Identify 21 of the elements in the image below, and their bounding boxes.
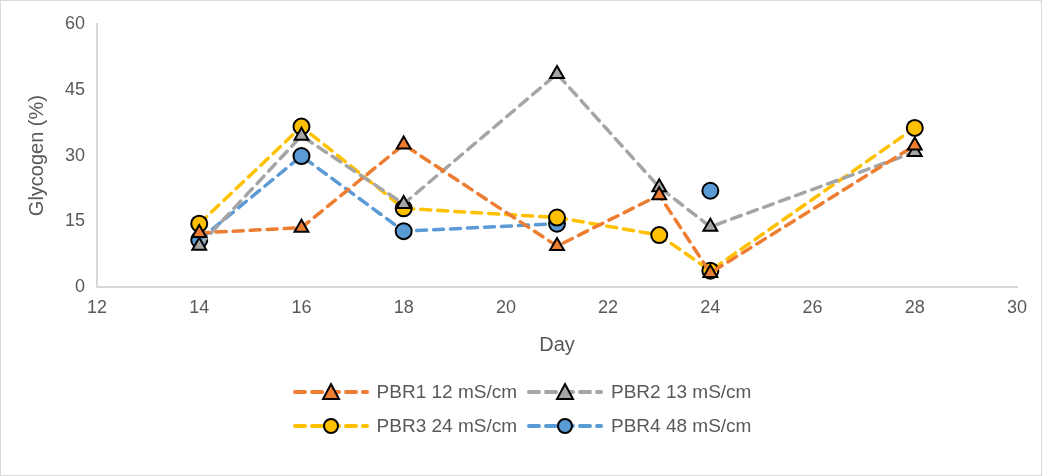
y-axis-title: Glycogen (%) <box>24 95 47 217</box>
x-tick-label: 26 <box>802 297 823 318</box>
y-tick-label: 45 <box>64 78 86 99</box>
x-axis-title: Day <box>539 332 575 355</box>
legend-label: PBR2 13 mS/cm <box>611 381 752 403</box>
y-tick-label: 15 <box>64 210 86 231</box>
x-tick-label: 30 <box>1006 297 1028 318</box>
x-tick-label: 20 <box>495 297 516 318</box>
legend-label: PBR1 12 mS/cm <box>376 381 517 403</box>
y-tick-label: 0 <box>75 276 86 297</box>
y-tick-label: 30 <box>64 144 86 165</box>
x-tick-label: 12 <box>87 297 108 318</box>
x-tick-label: 14 <box>189 297 210 318</box>
legend-label: PBR3 24 mS/cm <box>376 415 517 437</box>
x-tick-label: 16 <box>291 297 312 318</box>
x-tick-label: 24 <box>700 297 721 318</box>
y-tick-label: 60 <box>64 12 86 33</box>
legend-label: PBR4 48 mS/cm <box>611 415 752 437</box>
x-tick-label: 28 <box>904 297 925 318</box>
x-tick-label: 22 <box>598 297 619 318</box>
x-tick-label: 18 <box>393 297 414 318</box>
